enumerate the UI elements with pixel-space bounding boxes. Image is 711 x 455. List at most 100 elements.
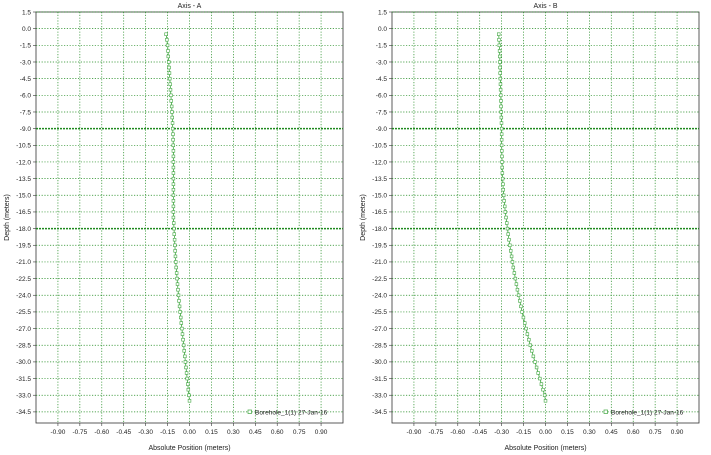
chart-0-y-tick-label: -3.0 — [20, 59, 32, 66]
chart-1-data-point — [499, 93, 503, 98]
chart-1-data-point — [543, 399, 548, 403]
chart-1-x-tick-label: -0.60 — [450, 429, 465, 436]
chart-1-data-point — [499, 115, 504, 120]
chart-0-x-tick-label: 0.75 — [293, 429, 306, 436]
chart-1-data-point — [505, 221, 509, 225]
chart-0-data-point — [180, 326, 184, 331]
chart-0-data-point — [172, 221, 176, 225]
chart-1-data-point — [528, 343, 532, 347]
chart-0-y-tick-label: -21.0 — [16, 259, 31, 266]
chart-1-data-point — [533, 360, 537, 364]
chart-0-y-tick-label: -10.5 — [16, 143, 31, 150]
chart-1-y-tick-label: -15.0 — [372, 193, 387, 200]
chart-0-data-point — [171, 204, 176, 209]
chart-1-data-point — [501, 188, 505, 192]
chart-0-data-point — [177, 304, 182, 309]
chart-1-data-point — [502, 199, 506, 203]
chart-0-y-tick-label: 1.5 — [22, 9, 31, 16]
chart-1-data-point — [500, 154, 504, 159]
chart-0-data-point — [165, 43, 170, 48]
chart-0-data-point — [179, 321, 184, 325]
chart-1-y-tick-label: -4.5 — [376, 76, 388, 83]
chart-0-x-tick-label: -0.90 — [51, 429, 66, 436]
chart-0-data-point — [184, 371, 189, 375]
chart-0-data-point — [171, 215, 176, 220]
chart-1-data-point — [499, 121, 504, 125]
chart-1-data-point — [521, 315, 526, 320]
chart-1-data-point — [530, 349, 534, 353]
chart-1-data-point — [500, 149, 504, 153]
chart-1-data-point — [506, 232, 510, 236]
chart-1-y-tick-label: -6.0 — [376, 93, 388, 100]
axis-a-chart: -0.90 -0.75 -0.60 -0.45 -0.30 -0.15 0.00 0.15 0.… — [4, 3, 344, 452]
chart-0-x-tick-label: 0.15 — [205, 429, 218, 436]
chart-1-x-tick-label: 0.45 — [605, 429, 618, 436]
chart-1-data-point — [542, 393, 547, 397]
chart-1-data-point — [524, 326, 528, 331]
chart-0-data-point — [173, 249, 177, 253]
chart-1-y-axis-label: Depth (meters) — [360, 194, 367, 241]
chart-1-y-tick-label: -16.5 — [372, 209, 387, 216]
chart-0-data-point — [181, 337, 185, 342]
chart-0-x-tick-label: 0.90 — [315, 429, 328, 436]
chart-1-data-point — [514, 282, 519, 286]
chart-1-data-point — [499, 132, 504, 136]
chart-1-y-tick-label: -30.0 — [372, 359, 387, 366]
chart-1-data-point — [503, 204, 507, 209]
chart-1-data-point — [498, 76, 503, 81]
chart-1-x-tick-label: 0.90 — [671, 429, 684, 436]
chart-0-x-axis-label: Absolute Position (meters) — [148, 445, 230, 452]
chart-0-y-tick-label: -31.5 — [16, 376, 31, 383]
chart-1-data-point — [499, 99, 503, 103]
chart-0-y-tick-label: -22.5 — [16, 276, 31, 283]
chart-1-y-tick-label: -34.5 — [372, 409, 387, 416]
chart-1-data-point — [512, 271, 517, 275]
chart-1-x-tick-label: -0.45 — [472, 429, 487, 436]
chart-0-data-point — [170, 115, 174, 120]
chart-1-data-point — [501, 182, 505, 186]
chart-0-data-point — [174, 260, 178, 264]
chart-0-data-point — [178, 310, 182, 314]
chart-0-x-tick-label: -0.45 — [116, 429, 131, 436]
chart-1-y-tick-label: -10.5 — [372, 143, 387, 150]
chart-0-data-point — [171, 165, 176, 170]
chart-0-y-tick-label: -25.5 — [16, 309, 31, 316]
chart-1-y-tick-label: 1.5 — [378, 9, 387, 16]
chart-1-x-tick-label: -0.90 — [407, 429, 422, 436]
chart-1-data-point — [498, 88, 503, 92]
chart-0-x-tick-label: -0.15 — [160, 429, 175, 436]
chart-0-data-point — [175, 276, 179, 281]
chart-0-legend-marker — [247, 409, 252, 414]
chart-0-y-tick-label: -12.0 — [16, 159, 31, 166]
chart-0-data-point — [170, 110, 174, 114]
chart-0-y-tick-label: -18.0 — [16, 226, 31, 233]
chart-1-data-point — [519, 304, 523, 309]
axis-b-chart: -0.90 -0.75 -0.60 -0.45 -0.30 -0.15 0.00 0.15 0.… — [360, 3, 700, 452]
chart-1-data-point — [541, 387, 545, 392]
chart-0-data-point — [187, 393, 191, 397]
chart-1-data-point — [499, 126, 504, 131]
chart-0-data-point — [181, 343, 186, 347]
chart-1-y-tick-label: -25.5 — [372, 309, 387, 316]
chart-0-x-tick-label: -0.75 — [72, 429, 87, 436]
chart-1-data-point — [498, 82, 503, 86]
chart-1-data-point — [538, 376, 542, 381]
chart-0-data-point — [167, 71, 172, 75]
chart-0-x-tick-label: -0.30 — [138, 429, 153, 436]
chart-0-y-tick-label: -33.0 — [16, 393, 31, 400]
chart-1-data-point — [504, 215, 508, 220]
chart-0-data-point — [171, 188, 176, 192]
chart-1-data-point — [516, 293, 521, 297]
chart-0-y-tick-label: -1.5 — [20, 43, 32, 50]
chart-1-y-tick-label: -27.0 — [372, 326, 387, 333]
chart-0-y-tick-label: -9.0 — [20, 126, 32, 133]
chart-1-data-point — [509, 249, 513, 253]
chart-1-data-point — [509, 254, 514, 259]
chart-0-data-point — [171, 154, 176, 159]
chart-0-x-tick-label: 0.30 — [227, 429, 240, 436]
chart-0-data-point — [167, 60, 171, 64]
chart-1-data-point — [507, 238, 511, 242]
chart-0-x-tick-label: -0.60 — [94, 429, 109, 436]
chart-0-data-point — [169, 99, 173, 103]
chart-1-y-tick-label: -28.5 — [372, 343, 387, 350]
